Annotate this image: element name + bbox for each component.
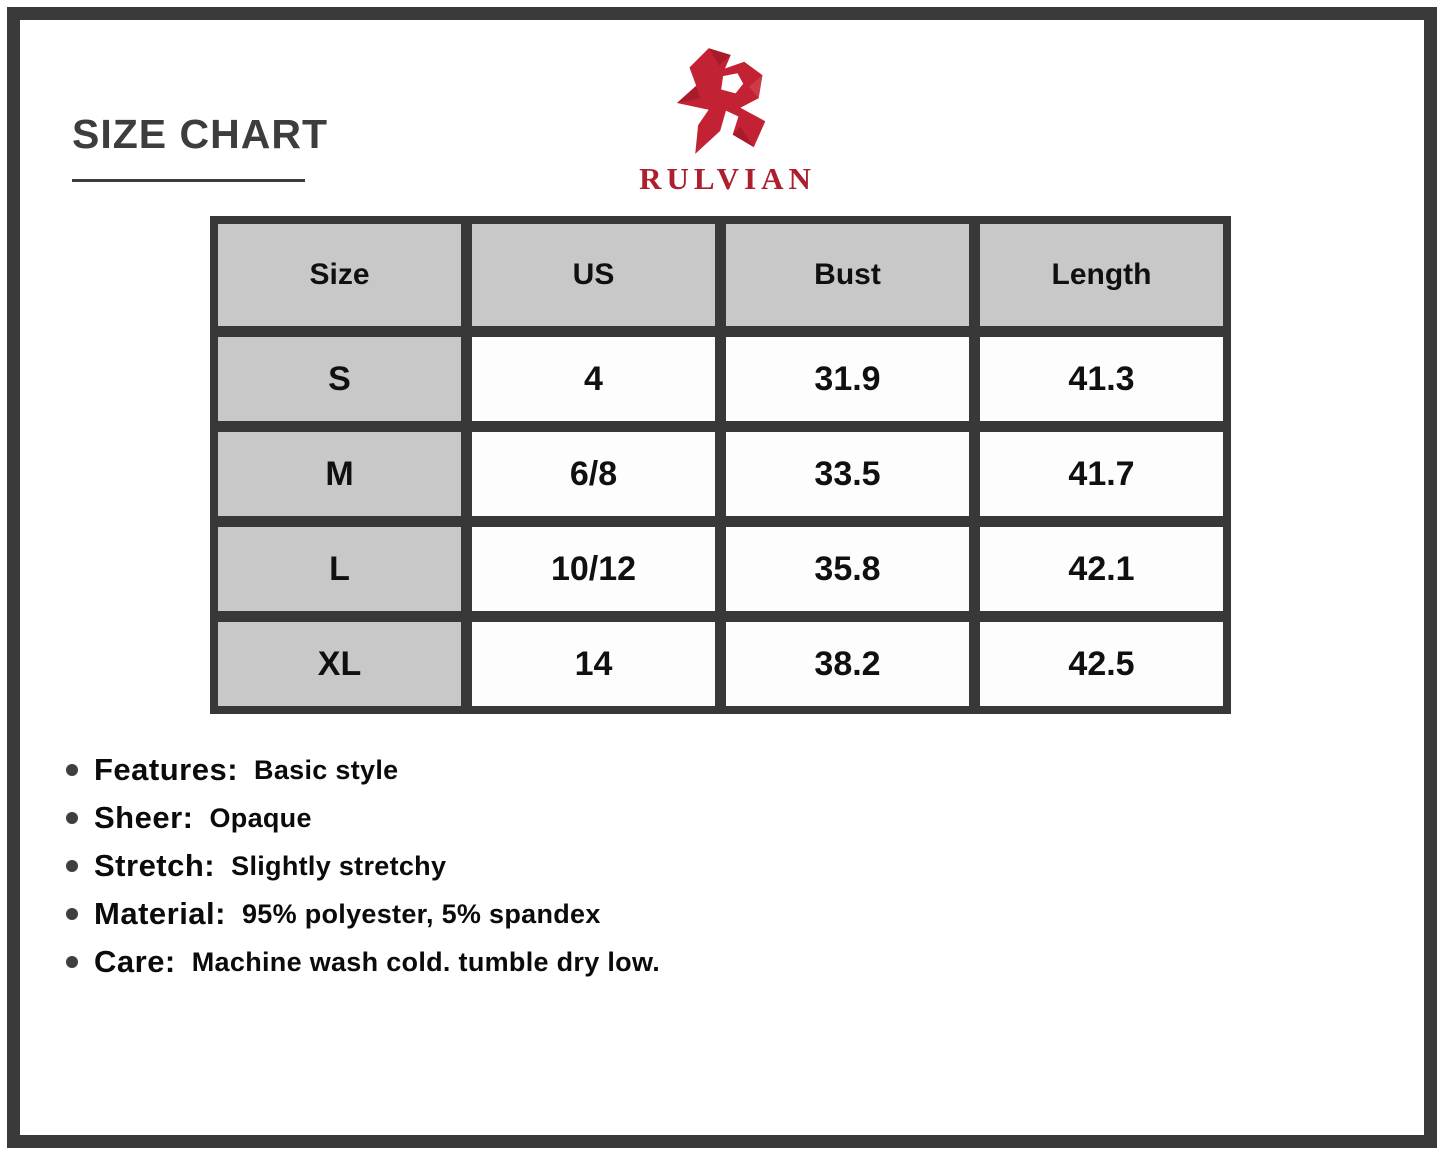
spec-item-stretch: Stretch: Slightly stretchy	[66, 842, 660, 890]
bust-cell: 31.9	[726, 337, 969, 421]
header-cell-length: Length	[980, 224, 1223, 326]
bust-cell: 38.2	[726, 622, 969, 706]
us-cell: 4	[472, 337, 715, 421]
us-cell: 14	[472, 622, 715, 706]
bullet-icon	[66, 860, 78, 872]
spec-item-material: Material: 95% polyester, 5% spandex	[66, 890, 660, 938]
us-cell: 6/8	[472, 432, 715, 516]
spec-label: Care:	[94, 944, 176, 979]
length-cell: 42.5	[980, 622, 1223, 706]
brand-wordmark: RULVIAN	[639, 161, 816, 196]
size-cell: L	[218, 527, 461, 611]
bust-cell: 33.5	[726, 432, 969, 516]
spec-label: Stretch:	[94, 848, 216, 883]
size-chart-table: Size US Bust Length S 4 31.9 41.3 M 6/8 …	[210, 216, 1231, 714]
length-cell: 41.3	[980, 337, 1223, 421]
bust-cell: 35.8	[726, 527, 969, 611]
title-block: SIZE CHART	[72, 111, 328, 183]
spec-value: Machine wash cold. tumble dry low.	[191, 946, 661, 977]
spec-value: 95% polyester, 5% spandex	[241, 898, 601, 929]
brand-logo: RULVIAN	[600, 48, 850, 197]
product-details-list: Features: Basic style Sheer: Opaque Stre…	[66, 746, 660, 986]
page-title: SIZE CHART	[72, 111, 328, 157]
title-underline	[72, 179, 305, 183]
length-cell: 42.1	[980, 527, 1223, 611]
spec-label: Sheer:	[94, 800, 194, 835]
brand-mark-icon	[677, 48, 766, 154]
spec-value: Opaque	[209, 802, 312, 833]
spec-item-sheer: Sheer: Opaque	[66, 794, 660, 842]
length-cell: 41.7	[980, 432, 1223, 516]
bullet-icon	[66, 812, 78, 824]
spec-label: Features:	[94, 752, 239, 787]
header-cell-bust: Bust	[726, 224, 969, 326]
bullet-icon	[66, 956, 78, 968]
spec-item-features: Features: Basic style	[66, 746, 660, 794]
spec-label: Material:	[94, 896, 226, 931]
size-cell: XL	[218, 622, 461, 706]
size-cell: M	[218, 432, 461, 516]
us-cell: 10/12	[472, 527, 715, 611]
spec-value: Basic style	[254, 754, 399, 785]
spec-value: Slightly stretchy	[231, 850, 447, 881]
header-cell-size: Size	[218, 224, 461, 326]
spec-item-care: Care: Machine wash cold. tumble dry low.	[66, 938, 660, 986]
bullet-icon	[66, 764, 78, 776]
size-cell: S	[218, 337, 461, 421]
bullet-icon	[66, 908, 78, 920]
header-cell-us: US	[472, 224, 715, 326]
